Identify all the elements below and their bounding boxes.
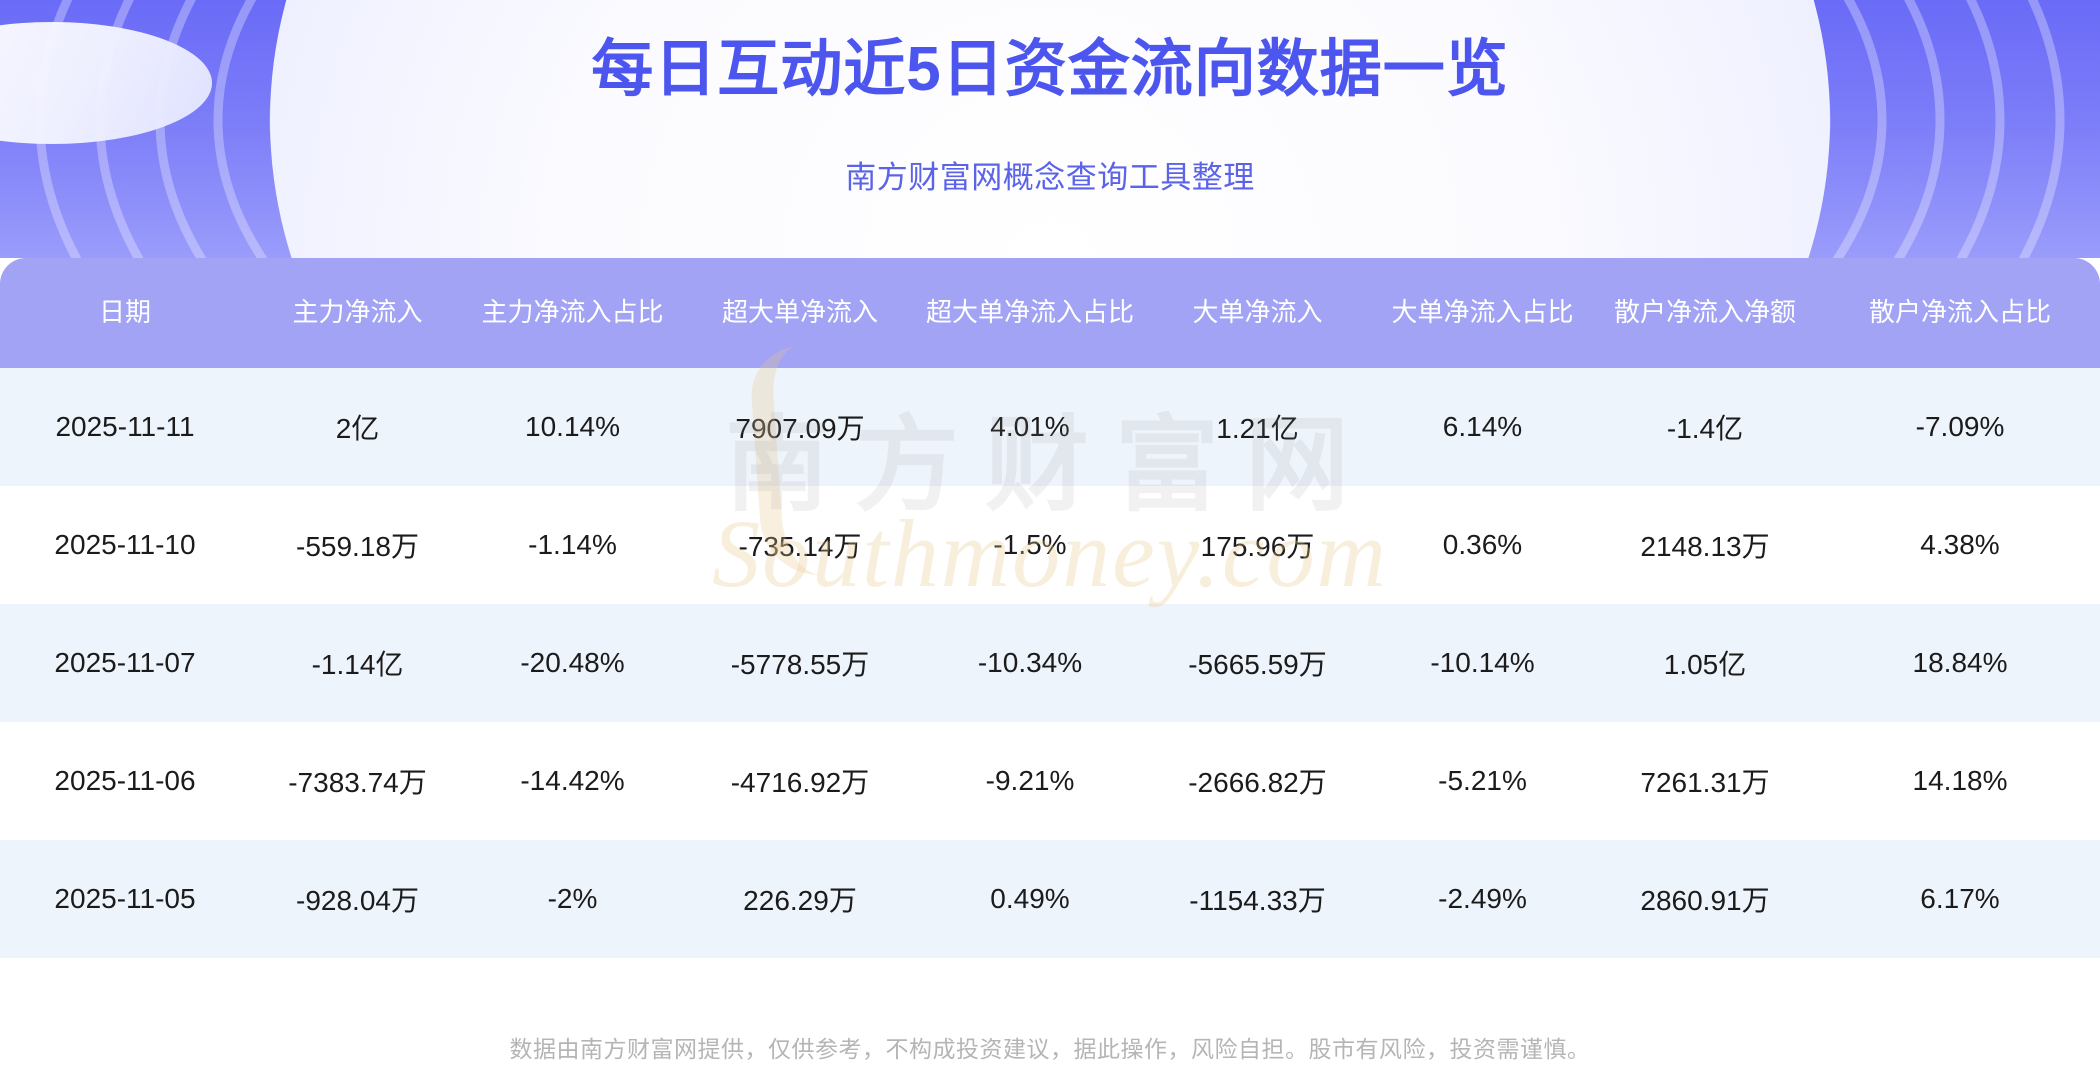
column-header-xl-net[interactable]: 超大单净流入 — [680, 258, 920, 368]
cell-lg-net: -2666.82万 — [1188, 767, 1327, 798]
cell-retail-pct: 18.84% — [1912, 647, 2008, 678]
cell-retail-net: 2148.13万 — [1640, 531, 1770, 562]
cell-lg-net: -1154.33万 — [1189, 885, 1326, 916]
cell-retail-pct: 14.18% — [1912, 765, 2008, 796]
cell-xl-pct: 4.01% — [990, 411, 1070, 442]
cell-xl-net: -4716.92万 — [730, 767, 870, 798]
cell-retail-net: 7261.31万 — [1640, 767, 1770, 798]
table-row[interactable]: 2025-11-07 -1.14亿 -20.48% -5778.55万 -10.… — [0, 604, 2100, 722]
table-row[interactable]: 2025-11-10 -559.18万 -1.14% -735.14万 -1.5… — [0, 486, 2100, 604]
cell-main-net: -559.18万 — [296, 531, 419, 562]
cell-main-pct: -14.42% — [520, 765, 625, 796]
header-banner — [0, 0, 2100, 258]
cell-lg-pct: 0.36% — [1442, 529, 1523, 560]
cell-main-pct: -20.48% — [520, 647, 625, 678]
column-header-retail-pct[interactable]: 散户净流入占比 — [1820, 258, 2100, 368]
cell-main-net: -7383.74万 — [288, 767, 427, 798]
cell-lg-pct: -5.21% — [1438, 765, 1527, 796]
cell-lg-net: 1.21亿 — [1216, 413, 1299, 444]
data-table-container: 日期 主力净流入 主力净流入占比 超大单净流入 超大单净流入占比 大单净流入 大… — [0, 258, 2100, 990]
cell-xl-net: 226.29万 — [743, 885, 857, 916]
banner-core-glow — [270, 0, 1830, 258]
column-header-retail-net[interactable]: 散户净流入净额 — [1590, 258, 1820, 368]
cell-main-pct: 10.14% — [525, 411, 620, 442]
column-header-lg-net[interactable]: 大单净流入 — [1140, 258, 1375, 368]
cell-main-net: -928.04万 — [296, 885, 419, 916]
cell-xl-net: -5778.55万 — [730, 649, 870, 680]
cell-lg-net: 175.96万 — [1200, 531, 1315, 562]
cell-date: 2025-11-10 — [54, 529, 196, 560]
cell-date: 2025-11-11 — [55, 411, 195, 442]
page-title: 每日互动近5日资金流向数据一览 — [591, 35, 1509, 104]
cell-retail-net: 1.05亿 — [1663, 649, 1747, 680]
column-header-lg-pct[interactable]: 大单净流入占比 — [1375, 258, 1590, 368]
table-row[interactable]: 2025-11-11 2亿 10.14% 7907.09万 4.01% 1.21… — [0, 368, 2100, 486]
column-header-date[interactable]: 日期 — [0, 258, 250, 368]
table-row[interactable]: 2025-11-05 -928.04万 -2% 226.29万 0.49% -1… — [0, 840, 2100, 958]
cell-xl-pct: -9.21% — [985, 765, 1075, 796]
cell-lg-net: -5665.59万 — [1188, 649, 1327, 680]
page-subtitle: 南方财富网概念查询工具整理 — [845, 160, 1255, 195]
cell-date: 2025-11-07 — [54, 647, 196, 678]
cell-lg-pct: -10.14% — [1430, 647, 1535, 678]
cell-xl-net: -735.14万 — [738, 531, 862, 562]
table-head: 日期 主力净流入 主力净流入占比 超大单净流入 超大单净流入占比 大单净流入 大… — [0, 258, 2100, 368]
cell-xl-pct: -1.5% — [993, 529, 1067, 560]
cell-lg-pct: -2.49% — [1438, 883, 1527, 914]
cell-retail-pct: 4.38% — [1920, 529, 2000, 560]
cell-retail-net: -1.4亿 — [1666, 413, 1744, 444]
column-header-xl-pct[interactable]: 超大单净流入占比 — [920, 258, 1140, 368]
cell-main-pct: -1.14% — [528, 529, 617, 560]
cell-retail-pct: 6.17% — [1920, 883, 2000, 914]
cell-xl-pct: 0.49% — [990, 883, 1070, 914]
cell-lg-pct: 6.14% — [1442, 411, 1523, 442]
table-body: 2025-11-11 2亿 10.14% 7907.09万 4.01% 1.21… — [0, 368, 2100, 958]
table-row[interactable]: 2025-11-06 -7383.74万 -14.42% -4716.92万 -… — [0, 722, 2100, 840]
cell-xl-pct: -10.34% — [977, 647, 1083, 678]
cell-main-net: 2亿 — [335, 413, 380, 444]
cell-retail-net: 2860.91万 — [1640, 885, 1770, 916]
cell-date: 2025-11-05 — [54, 883, 196, 914]
cell-xl-net: 7907.09万 — [735, 413, 865, 444]
column-header-main-net[interactable]: 主力净流入 — [250, 258, 465, 368]
cell-main-pct: -2% — [547, 883, 598, 914]
cell-main-net: -1.14亿 — [311, 649, 404, 680]
column-header-main-pct[interactable]: 主力净流入占比 — [465, 258, 680, 368]
fund-flow-table: 日期 主力净流入 主力净流入占比 超大单净流入 超大单净流入占比 大单净流入 大… — [0, 258, 2100, 958]
footer-disclaimer: 数据由南方财富网提供，仅供参考，不构成投资建议，据此操作，风险自担。股市有风险，… — [509, 1036, 1591, 1062]
table-header-row: 日期 主力净流入 主力净流入占比 超大单净流入 超大单净流入占比 大单净流入 大… — [0, 258, 2100, 368]
cell-date: 2025-11-06 — [54, 765, 196, 796]
cell-retail-pct: -7.09% — [1915, 411, 2005, 442]
